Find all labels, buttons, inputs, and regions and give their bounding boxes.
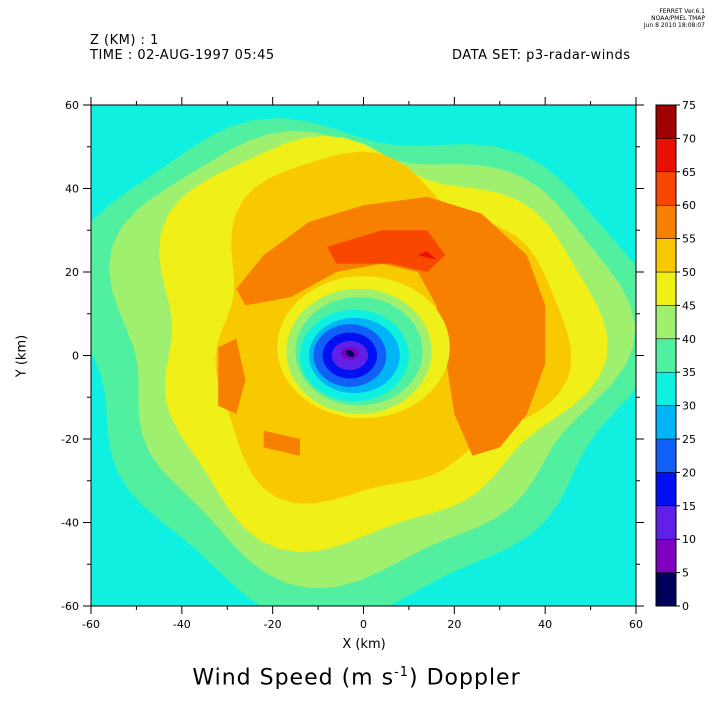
x-tick-label: 40 xyxy=(538,618,552,631)
colorbar-swatch xyxy=(655,438,677,473)
stamp-line: NOAA/PMEL TMAP xyxy=(651,15,705,22)
eye-core xyxy=(345,349,355,358)
colorbar-label: 70 xyxy=(682,132,696,145)
z-level-label: Z (KM) : 1 xyxy=(90,33,159,48)
colorbar-label: 45 xyxy=(682,299,696,312)
colorbar-label: 40 xyxy=(682,333,696,346)
chart-title-exponent: -1 xyxy=(394,665,410,680)
x-tick-label: 60 xyxy=(629,618,643,631)
colorbar-label: 75 xyxy=(682,99,696,112)
colorbar-swatch xyxy=(655,505,677,540)
chart-title-tail: ) Doppler xyxy=(409,665,521,691)
x-tick-label: -20 xyxy=(264,618,282,631)
colorbar-label: 25 xyxy=(682,433,696,446)
colorbar-swatch xyxy=(655,572,677,607)
colorbar-label: 60 xyxy=(682,199,696,212)
y-tick-label: -20 xyxy=(61,433,79,446)
heatmap-contours xyxy=(91,106,636,606)
x-axis-label: X (km) xyxy=(342,637,386,652)
colorbar-swatch xyxy=(655,104,677,139)
colorbar-swatch xyxy=(655,472,677,507)
colorbar-swatch xyxy=(655,538,677,573)
colorbar-swatch xyxy=(655,338,677,373)
colorbar-swatch xyxy=(655,371,677,406)
colorbar-label: 50 xyxy=(682,266,696,279)
colorbar-frame xyxy=(655,104,677,607)
y-tick-label: 0 xyxy=(72,350,79,363)
contour-region-60 xyxy=(327,230,446,272)
ferret-stamp: FERRET Ver.6.1 NOAA/PMEL TMAP Jun 8 2010… xyxy=(644,8,705,29)
colorbar-label: 55 xyxy=(682,233,696,246)
y-tick-label: 60 xyxy=(65,99,79,112)
colorbar-swatch xyxy=(655,238,677,273)
time-label: TIME : 02-AUG-1997 05:45 xyxy=(90,48,275,63)
x-tick-label: 20 xyxy=(447,618,461,631)
colorbar-label: 65 xyxy=(682,166,696,179)
stamp-line: FERRET Ver.6.1 xyxy=(659,8,705,15)
contour-region-55 xyxy=(218,338,246,414)
chart-title-main: Wind Speed (m s xyxy=(192,665,395,691)
colorbar-swatch xyxy=(655,305,677,340)
colorbar-swatch xyxy=(655,405,677,440)
x-tick-label: -60 xyxy=(82,618,100,631)
colorbar-label: 30 xyxy=(682,400,696,413)
contour-region-55 xyxy=(236,196,546,456)
y-tick-label: -60 xyxy=(61,600,79,613)
colorbar-swatch xyxy=(655,204,677,239)
chart-title: Wind Speed (m s-1) Doppler xyxy=(0,665,713,690)
x-tick-label: 0 xyxy=(360,618,367,631)
colorbar-swatch xyxy=(655,171,677,206)
y-tick-label: -40 xyxy=(61,517,79,530)
colorbar-swatch xyxy=(655,138,677,173)
colorbar-label: 0 xyxy=(682,600,689,613)
contour-region-55 xyxy=(263,430,300,456)
dataset-label: DATA SET: p3-radar-winds xyxy=(452,48,631,63)
y-tick-label: 40 xyxy=(65,183,79,196)
colorbar-label: 5 xyxy=(682,567,689,580)
colorbar-label: 35 xyxy=(682,366,696,379)
x-tick-label: -40 xyxy=(173,618,191,631)
stamp-line: Jun 8 2010 18:08:07 xyxy=(643,22,705,29)
y-tick-label: 20 xyxy=(65,266,79,279)
colorbar-swatch xyxy=(655,271,677,306)
colorbar-label: 10 xyxy=(682,533,696,546)
colorbar-label: 20 xyxy=(682,466,696,479)
contour-region-65 xyxy=(418,251,437,260)
colorbar-label: 15 xyxy=(682,500,696,513)
y-axis-label: Y (km) xyxy=(14,334,30,378)
